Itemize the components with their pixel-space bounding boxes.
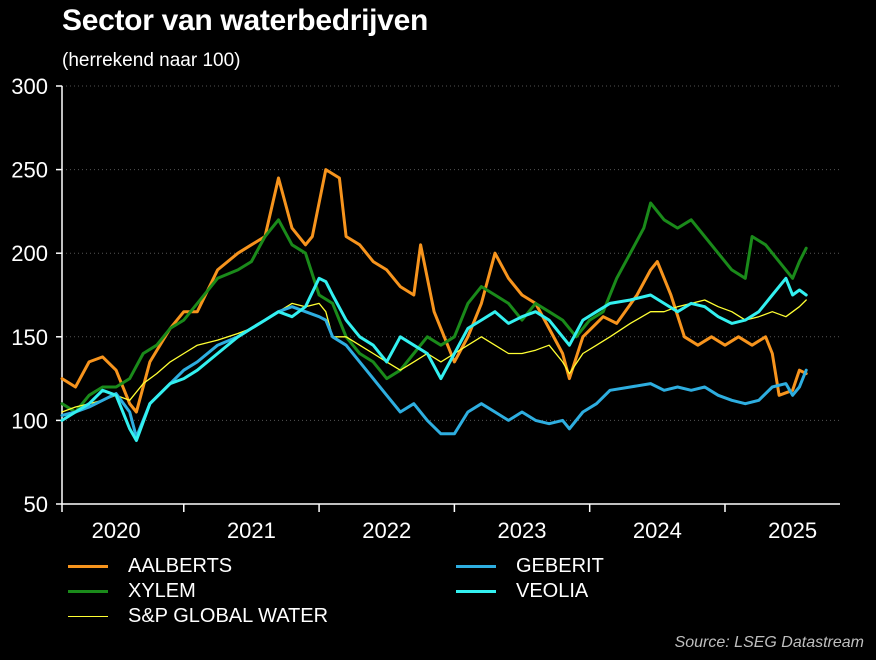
- y-tick-label-150: 150: [11, 325, 48, 350]
- series-line-xylem: [60, 201, 808, 414]
- legend-item-xylem: XYLEM: [68, 580, 196, 603]
- legend-label: AALBERTS: [128, 555, 233, 577]
- legend-label: S&P GLOBAL WATER: [128, 605, 329, 627]
- x-tick-label-2021: 2021: [227, 518, 276, 543]
- legend-swatch: [68, 565, 108, 568]
- y-tick-label-250: 250: [11, 158, 48, 183]
- legend-item-s-p-global-water: S&P GLOBAL WATER: [68, 605, 328, 628]
- legend-item-geberit: GEBERIT: [456, 555, 604, 578]
- y-tick-label-200: 200: [11, 241, 48, 266]
- x-tick-label-2025: 2025: [768, 518, 817, 543]
- legend-label: GEBERIT: [516, 555, 604, 577]
- legend-swatch: [68, 616, 108, 617]
- series-line-s-p-global-water: [61, 299, 807, 413]
- legend-swatch: [456, 565, 496, 568]
- y-tick-label-100: 100: [11, 408, 48, 433]
- y-tick-label-50: 50: [24, 492, 48, 517]
- chart-subtitle: (herrekend naar 100): [62, 50, 241, 71]
- legend-swatch: [68, 590, 108, 593]
- x-tick-label-2023: 2023: [498, 518, 547, 543]
- legend-item-aalberts: AALBERTS: [68, 555, 232, 578]
- x-tick-label-2020: 2020: [92, 518, 141, 543]
- chart-title: Sector van waterbedrijven: [62, 4, 428, 37]
- series-line-veolia: [60, 276, 808, 442]
- legend-item-veolia: VEOLIA: [456, 580, 588, 603]
- legend-swatch: [456, 590, 496, 593]
- source-note: Source: LSEG Datastream: [674, 634, 864, 651]
- legend-label: XYLEM: [128, 580, 196, 602]
- series-line-aalberts: [60, 168, 808, 414]
- x-tick-label-2022: 2022: [362, 518, 411, 543]
- legend-label: VEOLIA: [516, 580, 589, 602]
- series-line-geberit: [60, 305, 808, 439]
- y-tick-label-300: 300: [11, 74, 48, 99]
- x-tick-label-2024: 2024: [633, 518, 682, 543]
